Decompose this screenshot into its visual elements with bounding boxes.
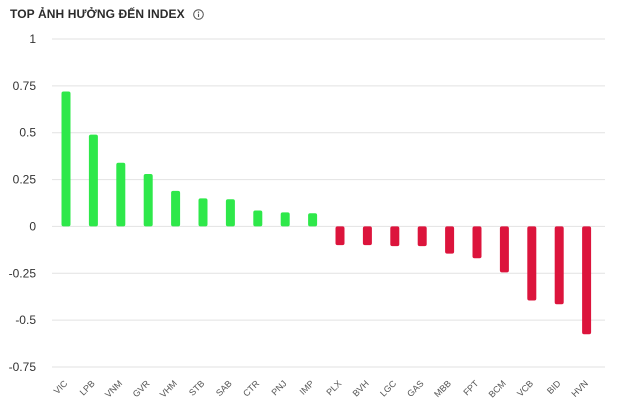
bar-gvr[interactable] xyxy=(143,173,153,227)
y-tick-label: 0.5 xyxy=(19,126,36,140)
x-tick-label: BCM xyxy=(487,378,508,399)
x-tick-label: VHM xyxy=(158,378,179,399)
bar-stb[interactable] xyxy=(198,198,208,227)
x-tick-label: MBB xyxy=(432,378,453,399)
x-tick-label: FPT xyxy=(461,378,480,397)
x-tick-label: PLX xyxy=(324,378,343,397)
grid-lines xyxy=(52,38,605,368)
chart-title: TOP ẢNH HƯỞNG ĐẾN INDEX xyxy=(10,7,185,21)
x-axis-labels: VIC LPB VNM GVR VHM STB SAB CTR PNJ IMP PLX BVH LGC G… xyxy=(52,378,590,400)
bar-sab[interactable] xyxy=(225,199,235,227)
bar-ctr[interactable] xyxy=(253,210,263,227)
bar-bid[interactable] xyxy=(554,226,564,305)
bars xyxy=(61,91,592,335)
x-tick-label: VIC xyxy=(52,378,70,396)
bar-bcm[interactable] xyxy=(499,226,509,273)
x-tick-label: GVR xyxy=(131,378,152,399)
bar-bvh[interactable] xyxy=(362,226,372,246)
y-axis-labels: 1 0.75 0.5 0.25 0 -0.25 -0.5 -0.75 xyxy=(9,32,37,374)
bar-lgc[interactable] xyxy=(390,226,400,247)
bar-vnm[interactable] xyxy=(116,162,126,227)
bar-fpt[interactable] xyxy=(472,226,482,259)
chart-header: TOP ẢNH HƯỞNG ĐẾN INDEX xyxy=(10,5,204,23)
x-tick-label: SAB xyxy=(214,378,234,398)
x-tick-label: HVN xyxy=(569,378,590,399)
x-tick-label: BID xyxy=(545,378,563,396)
y-tick-label: 0 xyxy=(29,219,36,233)
x-tick-label: LGC xyxy=(378,378,399,399)
x-tick-label: PNJ xyxy=(270,378,289,397)
bar-pnj[interactable] xyxy=(280,212,290,227)
bar-mbb[interactable] xyxy=(445,226,455,254)
info-circle-icon[interactable] xyxy=(192,8,204,20)
bar-lpb[interactable] xyxy=(88,134,98,227)
bar-gas[interactable] xyxy=(417,226,427,247)
bar-plx[interactable] xyxy=(335,226,345,246)
y-tick-label: 0.25 xyxy=(13,173,37,187)
x-tick-label: STB xyxy=(187,378,206,397)
y-tick-label: 1 xyxy=(29,32,36,46)
bar-imp[interactable] xyxy=(308,213,318,227)
bar-hvn[interactable] xyxy=(582,226,592,335)
y-tick-label: -0.5 xyxy=(15,313,36,327)
x-tick-label: GAS xyxy=(405,378,426,399)
x-tick-label: CTR xyxy=(241,378,262,399)
x-tick-label: BVH xyxy=(351,378,371,398)
y-tick-label: -0.25 xyxy=(9,266,37,280)
bar-vhm[interactable] xyxy=(171,190,181,227)
x-tick-label: LPB xyxy=(78,378,97,397)
y-tick-label: 0.75 xyxy=(13,79,37,93)
y-tick-label: -0.75 xyxy=(9,360,37,374)
bar-vcb[interactable] xyxy=(527,226,537,301)
x-tick-label: VCB xyxy=(515,378,535,398)
x-tick-label: VNM xyxy=(103,378,124,399)
bar-vic[interactable] xyxy=(61,91,71,227)
x-tick-label: IMP xyxy=(298,378,316,396)
